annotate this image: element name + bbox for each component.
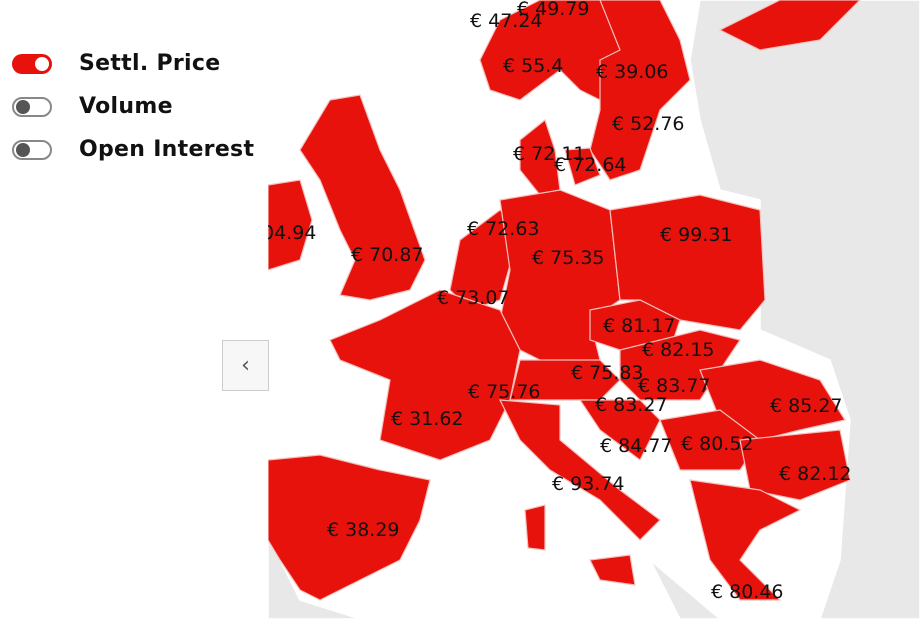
price-label[interactable]: € 85.27 xyxy=(770,395,843,417)
price-label[interactable]: € 75.76 xyxy=(468,381,541,403)
price-label[interactable]: € 31.62 xyxy=(391,408,464,430)
price-label[interactable]: € 49.79 xyxy=(517,0,590,20)
price-label[interactable]: € 72.63 xyxy=(467,218,540,240)
toggle-volume[interactable]: Volume xyxy=(12,85,254,128)
price-label[interactable]: € 99.31 xyxy=(660,224,733,246)
price-label[interactable]: € 39.06 xyxy=(596,61,669,83)
back-button[interactable]: ‹ xyxy=(222,340,269,391)
price-label[interactable]: € 73.07 xyxy=(437,287,510,309)
price-label[interactable]: € 75.83 xyxy=(571,362,644,384)
price-label[interactable]: € 70.87 xyxy=(351,244,424,266)
europe-map[interactable]: € 47.24 € 49.79 € 55.4 € 39.06 € 52.76 €… xyxy=(268,0,920,619)
price-label[interactable]: € 75.35 xyxy=(532,247,605,269)
price-label[interactable]: € 83.27 xyxy=(595,394,668,416)
price-label[interactable]: € 82.15 xyxy=(642,339,715,361)
toggle-label: Open Interest xyxy=(79,137,255,162)
toggle-switch-on[interactable] xyxy=(12,53,52,74)
chevron-left-icon: ‹ xyxy=(241,353,250,378)
price-labels: € 47.24 € 49.79 € 55.4 € 39.06 € 52.76 €… xyxy=(268,0,852,603)
price-label[interactable]: € 83.77 xyxy=(638,375,711,397)
toggle-settl-price[interactable]: Settl. Price xyxy=(12,42,254,85)
map-svg: € 47.24 € 49.79 € 55.4 € 39.06 € 52.76 €… xyxy=(268,0,920,619)
price-label[interactable]: € 84.77 xyxy=(600,435,673,457)
toggle-label: Settl. Price xyxy=(79,51,221,76)
price-label[interactable]: € 81.17 xyxy=(603,315,676,337)
toggle-switch-off[interactable] xyxy=(12,96,52,117)
inactive-land xyxy=(268,0,920,619)
price-label[interactable]: € 38.29 xyxy=(327,519,400,541)
active-countries xyxy=(268,0,861,601)
toggle-switch-off[interactable] xyxy=(12,139,52,160)
price-label[interactable]: € 47.24 xyxy=(470,10,543,32)
price-label[interactable]: € 93.74 xyxy=(552,473,625,495)
price-label[interactable]: € 82.12 xyxy=(779,463,852,485)
price-label[interactable]: € 72.64 xyxy=(554,154,627,176)
price-label[interactable]: € 55.4 xyxy=(503,55,563,77)
toggle-open-interest[interactable]: Open Interest xyxy=(12,128,254,171)
price-label[interactable]: € 52.76 xyxy=(612,113,685,135)
price-label[interactable]: € 80.52 xyxy=(681,433,754,455)
toggle-label: Volume xyxy=(79,94,173,119)
price-label[interactable]: € 80.46 xyxy=(711,581,784,603)
price-label[interactable]: € 72.11 xyxy=(513,143,586,165)
price-label[interactable]: 04.94 xyxy=(268,222,316,244)
layer-toggles: Settl. Price Volume Open Interest xyxy=(12,42,254,171)
